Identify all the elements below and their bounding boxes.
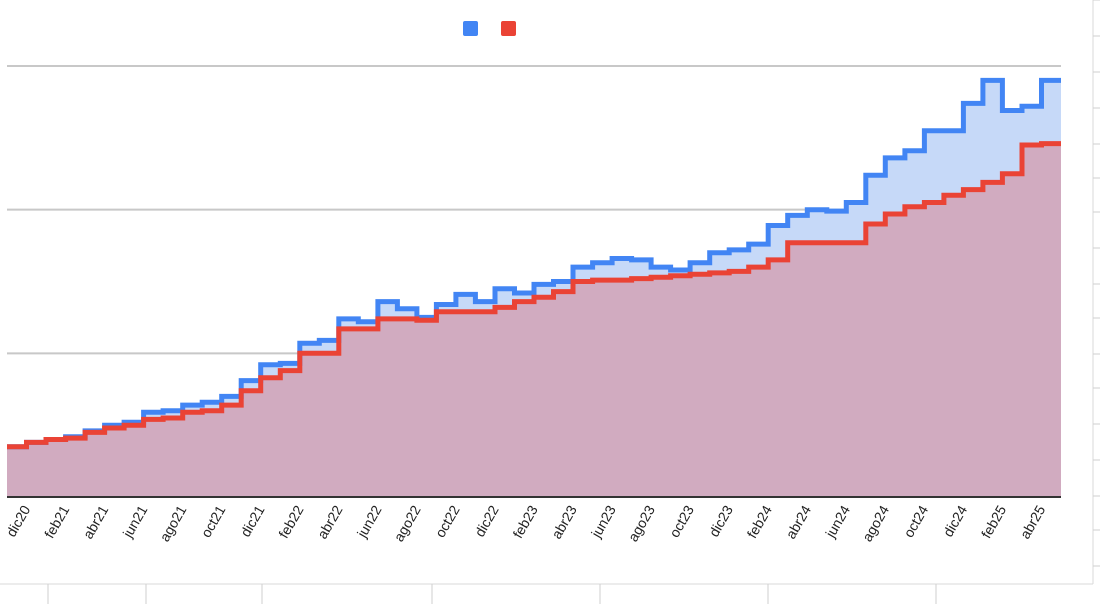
x-tick-label: jun24 — [822, 502, 854, 541]
x-tick-label: jun22 — [353, 502, 385, 541]
x-tick-label: oct21 — [198, 502, 229, 540]
legend-swatch-1[interactable] — [463, 21, 478, 36]
x-tick-label: abr24 — [782, 502, 814, 541]
x-tick-label: abr23 — [548, 502, 580, 541]
x-tick-label: abr21 — [80, 502, 112, 541]
x-tick-label: abr22 — [314, 502, 346, 541]
x-tick-label: feb21 — [41, 502, 72, 541]
x-tick-label: ago21 — [156, 502, 189, 544]
x-tick-label: oct24 — [900, 502, 931, 540]
x-tick-label: dic24 — [940, 502, 971, 539]
legend-swatch-2[interactable] — [501, 21, 516, 36]
series-2-line — [7, 141, 1061, 450]
x-tick-label: feb25 — [978, 502, 1009, 541]
series-1-line — [7, 77, 1061, 450]
x-tick-label: ago23 — [625, 502, 658, 544]
x-tick-label: jun23 — [587, 502, 619, 541]
x-tick-label: dic23 — [705, 502, 736, 539]
series-lines — [7, 77, 1061, 450]
x-tick-label: abr25 — [1017, 502, 1049, 541]
x-tick-label: ago24 — [859, 502, 892, 544]
x-tick-label: ago22 — [390, 502, 423, 544]
x-tick-label: feb22 — [275, 502, 306, 541]
series-2-area — [7, 143, 1061, 497]
x-tick-label: dic20 — [3, 502, 34, 539]
x-tick-label: dic22 — [471, 502, 502, 539]
x-tick-label: oct23 — [666, 502, 697, 540]
x-tick-label: jun21 — [119, 502, 151, 541]
x-axis-tick-labels: dic20 feb21 abr21 jun21 ago21 oct21 dic21 feb22… — [3, 502, 1049, 544]
x-tick-label: feb24 — [744, 502, 775, 541]
x-tick-label: oct22 — [432, 502, 463, 540]
x-tick-label: dic21 — [237, 502, 268, 539]
legend[interactable] — [463, 21, 516, 36]
x-tick-label: feb23 — [509, 502, 540, 541]
